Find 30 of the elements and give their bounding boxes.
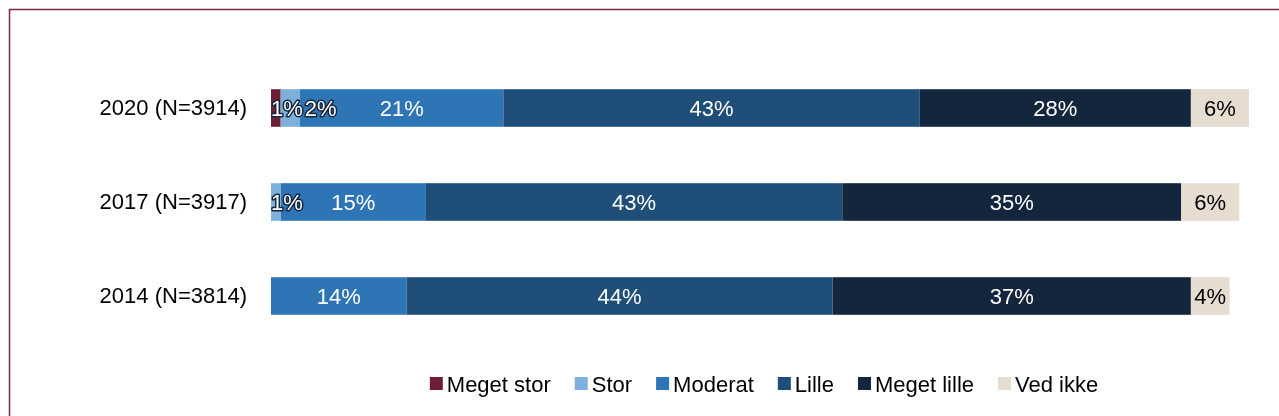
data-label: 6% — [1204, 95, 1236, 121]
data-label: 28% — [1033, 95, 1078, 121]
legend-label: Meget lille — [874, 371, 975, 397]
bar — [503, 89, 920, 127]
data-label: 4% — [1194, 283, 1227, 309]
data-label: 6% — [1194, 189, 1227, 215]
bar — [406, 277, 833, 315]
legend-label: Stor — [591, 371, 633, 397]
data-label: 15% — [331, 189, 376, 215]
legend-label: Meget stor — [446, 371, 551, 397]
data-label: 2% — [304, 95, 337, 121]
legend-label: Moderat — [673, 371, 754, 397]
bar — [842, 183, 1182, 221]
data-label: 35% — [989, 189, 1034, 215]
bar — [425, 183, 843, 221]
data-label: 14% — [316, 283, 361, 309]
bar — [919, 89, 1191, 127]
data-label: 43% — [689, 95, 734, 121]
legend-label: Lille — [794, 371, 834, 397]
bar — [271, 277, 407, 315]
data-label: 21% — [379, 95, 424, 121]
y-tick-label: 2020 (N=3914) — [99, 95, 247, 121]
bar — [832, 277, 1191, 315]
data-label: 1% — [271, 189, 303, 215]
y-tick-label: 2017 (N=3917) — [99, 189, 247, 215]
legend-label: Ved ikke — [1015, 371, 1099, 397]
data-label: 37% — [989, 283, 1034, 309]
y-tick-label: 2014 (N=3814) — [99, 283, 247, 309]
data-label: 44% — [597, 283, 642, 309]
data-label: 43% — [612, 189, 657, 215]
